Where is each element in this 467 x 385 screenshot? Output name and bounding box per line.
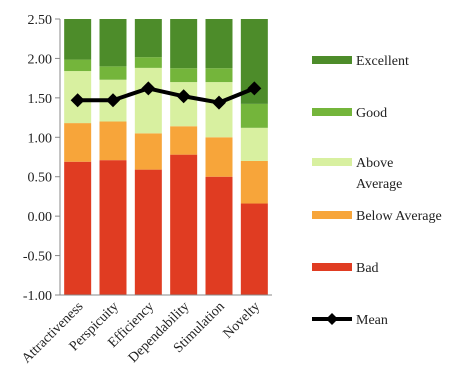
y-tick-label: 1.50 xyxy=(28,92,53,107)
y-tick-label: 2.50 xyxy=(28,13,53,28)
bar-good-stimulation xyxy=(205,68,233,83)
mean-marker-stimulation xyxy=(212,95,226,110)
y-tick-label: 2.00 xyxy=(28,52,53,67)
bar-bad-stimulation xyxy=(205,176,233,295)
y-tick-label: 0.00 xyxy=(28,210,53,225)
legend-label-below-average: Below Average xyxy=(356,209,442,224)
legend-label-mean: Mean xyxy=(356,313,388,328)
bar-excellent-attractiveness xyxy=(64,19,92,60)
bar-below-average-stimulation xyxy=(205,137,233,177)
bar-below-average-efficiency xyxy=(134,133,162,170)
bar-good-efficiency xyxy=(134,57,162,68)
mean-marker-perspicuity xyxy=(106,93,120,108)
mean-marker-dependability xyxy=(176,89,191,104)
y-axis: 2.50 2.00 1.50 1.00 0.50 0.00 -0.50 -1.00 xyxy=(23,13,272,304)
bar-good-perspicuity xyxy=(99,66,127,80)
legend-swatch-good xyxy=(312,108,352,116)
legend-swatch-below-average xyxy=(312,211,352,219)
legend-marker-mean xyxy=(326,313,338,325)
bar-excellent-perspicuity xyxy=(99,19,127,67)
y-tick-label: 1.00 xyxy=(28,131,53,146)
bar-below-average-perspicuity xyxy=(99,121,127,161)
legend-label-above-average-2: Average xyxy=(356,177,402,192)
y-tick-label: -1.00 xyxy=(23,289,52,304)
bar-bad-attractiveness xyxy=(64,161,92,295)
bar-good-dependability xyxy=(170,68,198,83)
bars-group xyxy=(64,19,268,295)
bar-excellent-stimulation xyxy=(205,19,233,69)
bar-above-average-efficiency xyxy=(134,67,162,134)
bar-below-average-dependability xyxy=(170,126,198,155)
legend-swatch-bad xyxy=(312,263,352,271)
bar-above-average-novelty xyxy=(240,127,268,161)
mean-line-group xyxy=(70,81,262,110)
y-tick-label: 0.50 xyxy=(28,171,53,186)
legend-label-above-average-1: Above xyxy=(356,156,393,171)
y-tick-label: -0.50 xyxy=(23,250,52,265)
bar-below-average-attractiveness xyxy=(64,123,92,162)
bar-excellent-dependability xyxy=(170,19,198,69)
bar-bad-efficiency xyxy=(134,169,162,295)
mean-marker-efficiency xyxy=(141,81,156,96)
legend-swatch-excellent xyxy=(312,56,352,64)
legend-label-good: Good xyxy=(356,106,387,121)
legend-label-excellent: Excellent xyxy=(356,54,409,69)
x-category-label: Novelty xyxy=(221,299,264,342)
bar-good-novelty xyxy=(240,103,268,128)
bar-excellent-efficiency xyxy=(134,19,162,58)
bar-bad-novelty xyxy=(240,203,268,295)
mean-marker-novelty xyxy=(247,81,262,96)
bar-bad-perspicuity xyxy=(99,160,127,295)
legend: Excellent Good Above Average Below Avera… xyxy=(312,54,442,328)
bar-good-attractiveness xyxy=(64,59,92,72)
legend-swatch-above-average xyxy=(312,158,352,166)
bar-above-average-dependability xyxy=(170,82,198,127)
bar-below-average-novelty xyxy=(240,160,268,204)
mean-marker-attractiveness xyxy=(70,93,85,108)
bar-bad-dependability xyxy=(170,154,198,295)
legend-label-bad: Bad xyxy=(356,261,379,276)
bar-above-average-stimulation xyxy=(205,82,233,138)
category-labels: AttractivenessPerspicuityEfficiencyDepen… xyxy=(19,299,263,366)
